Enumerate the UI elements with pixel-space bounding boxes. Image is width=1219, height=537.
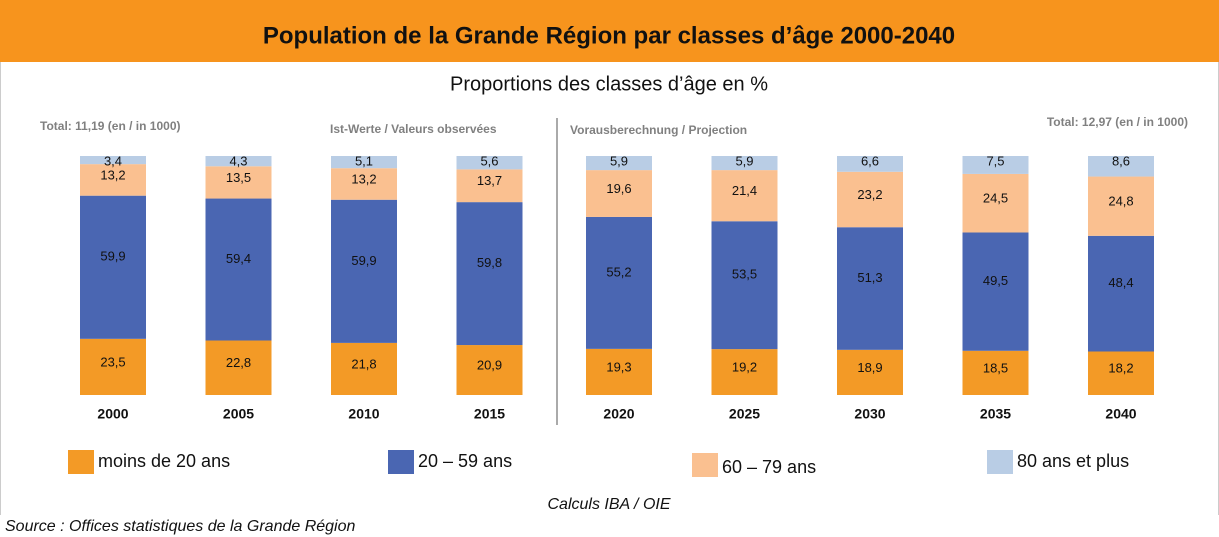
bar-segment: [586, 156, 652, 171]
x-tick-label: 2020: [603, 406, 634, 422]
bar-segment: [456, 169, 523, 203]
annotation: Ist-Werte / Valeurs observées: [330, 122, 497, 136]
data-label: 13,2: [351, 171, 376, 186]
legend-swatch: [692, 453, 718, 477]
header-band: [0, 0, 1219, 62]
source: Source : Offices statistiques de la Gran…: [5, 518, 356, 535]
data-label: 23,2: [857, 187, 882, 202]
bar-segment: [711, 349, 778, 395]
bar-segment: [586, 170, 652, 217]
bar-segment: [205, 156, 272, 167]
data-label: 8,6: [1112, 153, 1130, 168]
data-label: 13,7: [477, 173, 502, 188]
chart-title: Population de la Grande Région par class…: [263, 22, 955, 49]
bar-segment: [837, 349, 903, 395]
bar-segment: [80, 164, 146, 196]
data-label: 23,5: [100, 354, 125, 369]
bar-segment: [80, 338, 146, 395]
bar-segment: [837, 156, 903, 172]
bar-segment: [205, 166, 272, 199]
x-tick-label: 2010: [348, 406, 379, 422]
x-tick-label: 2040: [1105, 406, 1136, 422]
data-label: 20,9: [477, 357, 502, 372]
data-label: 7,5: [986, 153, 1004, 168]
legend-label: 60 – 79 ans: [722, 457, 816, 477]
x-tick-label: 2030: [854, 406, 885, 422]
data-label: 49,5: [983, 273, 1008, 288]
legend-swatch: [68, 450, 94, 474]
bar-segment: [205, 198, 272, 341]
legend-label: 80 ans et plus: [1017, 451, 1129, 471]
bar-segment: [456, 345, 523, 395]
data-label: 59,8: [477, 255, 502, 270]
data-label: 59,9: [100, 249, 125, 264]
data-label: 13,5: [226, 170, 251, 185]
legend-label: 20 – 59 ans: [418, 451, 512, 471]
bar-segment: [586, 348, 652, 395]
data-label: 5,6: [480, 153, 498, 168]
bar-segment: [586, 216, 652, 349]
bar-segment: [962, 350, 1029, 395]
annotation: Total: 11,19 (en / in 1000): [40, 119, 181, 133]
data-label: 6,6: [861, 153, 879, 168]
annotation: Total: 12,97 (en / in 1000): [1047, 115, 1188, 129]
data-label: 13,2: [100, 167, 125, 182]
bar-segment: [962, 232, 1029, 351]
data-label: 4,3: [229, 153, 247, 168]
bar-segment: [1088, 235, 1154, 352]
bar-segment: [1088, 351, 1154, 395]
data-label: 51,3: [857, 270, 882, 285]
x-tick-label: 2035: [980, 406, 1011, 422]
data-label: 18,2: [1108, 361, 1133, 376]
data-label: 18,5: [983, 360, 1008, 375]
data-label: 53,5: [732, 267, 757, 282]
bar-segment: [331, 199, 397, 343]
data-label: 5,9: [735, 153, 753, 168]
bar-segment: [837, 227, 903, 350]
data-label: 5,9: [610, 153, 628, 168]
data-label: 3,4: [104, 153, 122, 168]
bar-segment: [456, 202, 523, 346]
bar-segment: [331, 342, 397, 395]
data-label: 59,4: [226, 251, 251, 266]
bar-segment: [205, 340, 272, 395]
note: Calculs IBA / OIE: [548, 496, 671, 513]
bar-segment: [962, 173, 1029, 233]
data-label: 21,8: [351, 356, 376, 371]
data-label: 19,6: [606, 181, 631, 196]
data-label: 19,3: [606, 359, 631, 374]
bar-segment: [80, 195, 146, 339]
legend-label: moins de 20 ans: [98, 451, 230, 471]
data-label: 59,9: [351, 253, 376, 268]
data-label: 21,4: [732, 183, 757, 198]
bar-segment: [962, 156, 1029, 174]
chart-subtitle: Proportions des classes d’âge en %: [450, 73, 768, 95]
data-label: 24,8: [1108, 194, 1133, 209]
bar-segment: [331, 168, 397, 200]
bar-segment: [1088, 176, 1154, 236]
data-label: 5,1: [355, 153, 373, 168]
x-tick-label: 2000: [97, 406, 128, 422]
bar-segment: [711, 221, 778, 350]
bar-segment: [711, 170, 778, 222]
x-tick-label: 2025: [729, 406, 760, 422]
data-label: 18,9: [857, 360, 882, 375]
legend-swatch: [388, 450, 414, 474]
bar-segment: [331, 156, 397, 169]
data-label: 24,5: [983, 191, 1008, 206]
bar-segment: [456, 156, 523, 170]
data-label: 48,4: [1108, 275, 1133, 290]
bar-segment: [1088, 156, 1154, 177]
annotation: Vorausberechnung / Projection: [570, 123, 747, 137]
data-label: 22,8: [226, 355, 251, 370]
legend-swatch: [987, 450, 1013, 474]
bar-segment: [837, 171, 903, 228]
x-tick-label: 2015: [474, 406, 505, 422]
x-tick-label: 2005: [223, 406, 254, 422]
data-label: 19,2: [732, 359, 757, 374]
bar-segment: [80, 156, 146, 165]
data-label: 55,2: [606, 264, 631, 279]
bar-segment: [711, 156, 778, 171]
